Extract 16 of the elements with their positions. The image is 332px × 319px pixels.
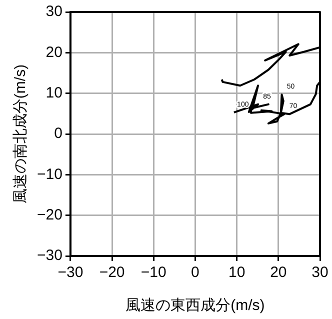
x-tick-label: −30 [58,264,84,282]
y-tick-label: −20 [36,206,62,224]
x-tick-label: 10 [228,264,246,282]
y-tick-label: −30 [36,247,62,264]
x-tick-label: −20 [99,264,125,282]
x-tick-label: 20 [270,264,287,282]
y-tick-label: 20 [46,44,62,61]
x-tick-label: −10 [140,264,166,282]
x-tick-label: 0 [191,264,200,282]
y-tick-label: −10 [36,166,62,183]
y-tick-label: 0 [54,125,62,142]
y-axis-title: 風速の南北成分(m/s) [12,64,30,204]
y-tick-label: 30 [46,3,62,20]
x-tick-label: 30 [312,264,328,282]
x-axis-title: 風速の東西成分(m/s) [126,297,265,314]
y-tick-label: 10 [46,84,62,102]
